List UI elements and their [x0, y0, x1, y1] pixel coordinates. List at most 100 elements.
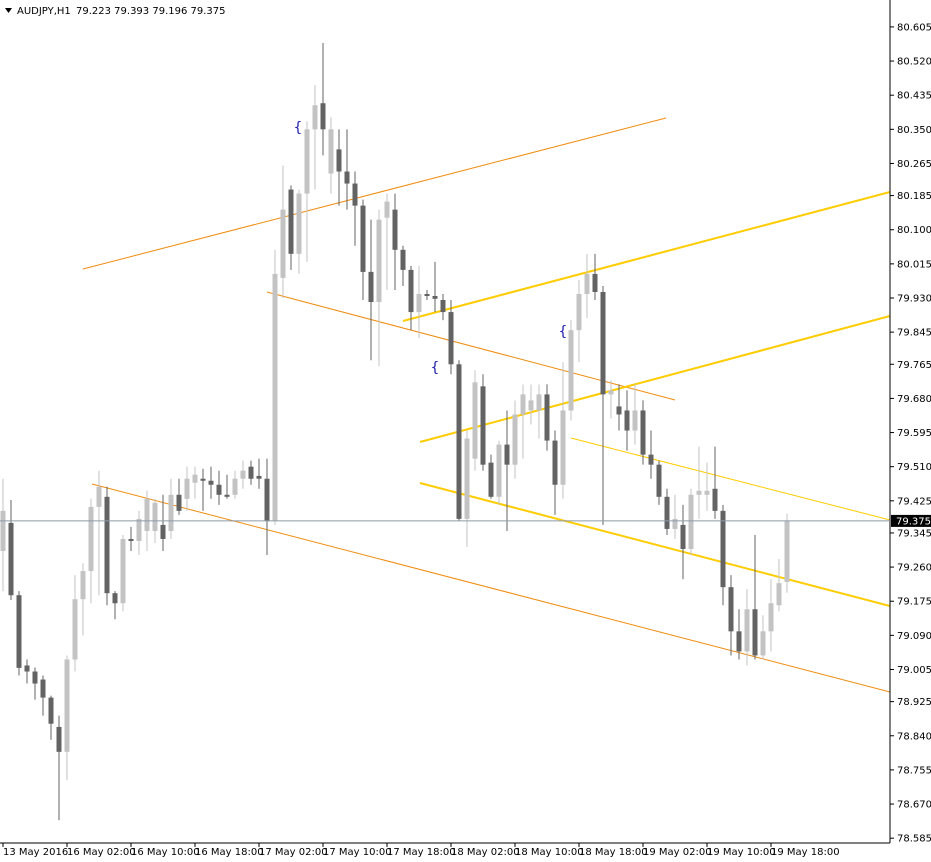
- menu-arrow[interactable]: [5, 8, 12, 13]
- candle-body: [336, 149, 342, 172]
- x-tick-label: 18 May 10:00: [515, 847, 584, 858]
- candle-body: [248, 466, 254, 479]
- candle-body: [760, 631, 766, 656]
- candle-body: [784, 520, 790, 582]
- x-tick-label: 16 May 02:00: [67, 847, 136, 858]
- candle-body: [8, 522, 14, 596]
- trend-line: [419, 482, 891, 607]
- candle-body: [216, 484, 222, 495]
- candle-body: [736, 631, 742, 652]
- candle-body: [120, 538, 126, 604]
- candle-body: [424, 293, 430, 296]
- candle-body: [400, 249, 406, 270]
- candle-body: [80, 571, 86, 600]
- candle-body: [616, 406, 622, 415]
- candle-body: [48, 697, 54, 724]
- candle-body: [56, 726, 62, 752]
- candle-body: [520, 394, 526, 415]
- candle-body: [624, 410, 630, 431]
- y-tick-label: 79.680: [897, 394, 931, 405]
- trend-line: [91, 483, 891, 693]
- x-tick-label: 19 May 18:00: [771, 847, 840, 858]
- candle-body: [384, 201, 390, 218]
- candle-body: [504, 444, 510, 465]
- candle-body: [488, 462, 494, 497]
- candle-body: [432, 295, 438, 299]
- candle-body: [72, 599, 78, 660]
- y-tick-label: 78.755: [897, 765, 931, 776]
- candle-body: [296, 193, 302, 254]
- fractal-marker: {: [431, 360, 440, 376]
- candle-body: [592, 273, 598, 292]
- candle-body: [136, 518, 142, 541]
- candle-body: [176, 494, 182, 511]
- y-tick-label: 80.605: [897, 22, 931, 33]
- x-tick-label: 19 May 02:00: [643, 847, 712, 858]
- y-tick-label: 79.090: [897, 631, 931, 642]
- y-tick-label: 80.265: [897, 159, 931, 170]
- candle-body: [776, 583, 782, 606]
- candle-body: [728, 587, 734, 632]
- y-tick-label: 79.005: [897, 665, 931, 676]
- candle-body: [464, 438, 470, 519]
- candle-body: [288, 189, 294, 254]
- candle-body: [568, 330, 574, 411]
- trend-line: [419, 315, 891, 443]
- candle-body: [744, 609, 750, 652]
- candle-body: [0, 510, 6, 552]
- x-tick-label: 17 May 18:00: [387, 847, 456, 858]
- x-tick-label: 19 May 10:00: [707, 847, 776, 858]
- x-tick-label: 18 May 02:00: [451, 847, 520, 858]
- candle-body: [360, 205, 366, 272]
- y-tick-label: 78.585: [897, 834, 931, 845]
- candle-body: [496, 444, 502, 497]
- candle-body: [208, 480, 214, 485]
- candle-body: [24, 665, 30, 672]
- candle-body: [96, 486, 102, 507]
- candle-body: [184, 478, 190, 499]
- candle-body: [512, 414, 518, 465]
- fractal-marker: {: [559, 324, 568, 340]
- candle-body: [536, 394, 542, 411]
- candle-body: [128, 538, 134, 541]
- y-tick-label: 80.435: [897, 91, 931, 102]
- candle-body: [448, 312, 454, 365]
- chart-title: AUDJPY,H1: [17, 6, 71, 17]
- y-tick-label: 80.520: [897, 57, 931, 68]
- candle-body: [600, 291, 606, 395]
- candle-body: [640, 410, 646, 455]
- candle-body: [328, 129, 334, 174]
- y-tick-label: 79.345: [897, 528, 931, 539]
- candle-body: [576, 293, 582, 331]
- candle-body: [240, 470, 246, 479]
- candle-body: [672, 518, 678, 529]
- y-tick-label: 80.185: [897, 191, 931, 202]
- candle-body: [152, 502, 158, 531]
- candle-body: [112, 593, 118, 604]
- candle-body: [664, 496, 670, 529]
- candle-body: [656, 464, 662, 497]
- candle-body: [104, 496, 110, 594]
- candle-body: [200, 478, 206, 481]
- trend-line: [266, 291, 676, 401]
- fractal-marker: {: [294, 120, 303, 136]
- last-price-box: [891, 514, 931, 527]
- candle-body: [304, 129, 310, 194]
- last-price-label: 79.375: [896, 516, 931, 527]
- candle-body: [440, 300, 446, 313]
- x-tick-label: 17 May 10:00: [323, 847, 392, 858]
- candle-body: [144, 498, 150, 531]
- candle-body: [160, 524, 166, 539]
- candle-body: [528, 400, 534, 411]
- candle-body: [552, 440, 558, 485]
- candle-body: [40, 679, 46, 698]
- y-tick-label: 79.425: [897, 496, 931, 507]
- candle-body: [312, 105, 318, 130]
- y-tick-label: 78.925: [897, 697, 931, 708]
- candle-body: [712, 488, 718, 511]
- candle-body: [456, 364, 462, 519]
- ohlc-readout: 79.223 79.393 79.196 79.375: [76, 6, 226, 17]
- candle-body: [768, 603, 774, 632]
- x-tick-label: 13 May 2016: [3, 847, 68, 858]
